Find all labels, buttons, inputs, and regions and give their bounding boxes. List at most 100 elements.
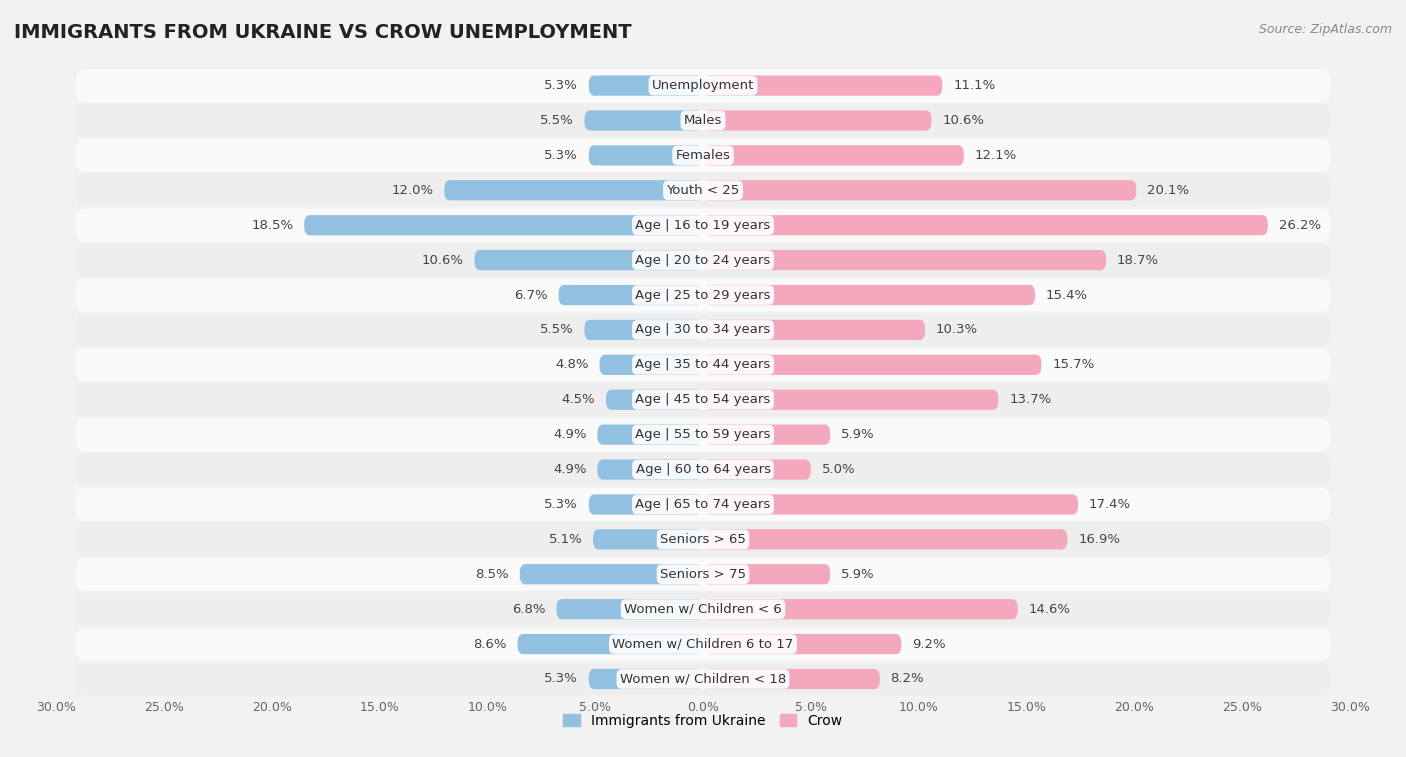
Text: 11.1%: 11.1%: [953, 79, 995, 92]
Text: 5.1%: 5.1%: [548, 533, 582, 546]
Text: 4.8%: 4.8%: [555, 358, 589, 372]
FancyBboxPatch shape: [589, 76, 703, 95]
Text: 10.6%: 10.6%: [422, 254, 464, 266]
FancyBboxPatch shape: [703, 669, 880, 689]
Text: 5.9%: 5.9%: [841, 568, 875, 581]
Text: 5.3%: 5.3%: [544, 498, 578, 511]
Text: Age | 20 to 24 years: Age | 20 to 24 years: [636, 254, 770, 266]
Text: 8.6%: 8.6%: [474, 637, 506, 650]
Text: Age | 25 to 29 years: Age | 25 to 29 years: [636, 288, 770, 301]
FancyBboxPatch shape: [703, 529, 1067, 550]
FancyBboxPatch shape: [76, 628, 1330, 661]
Text: 5.3%: 5.3%: [544, 149, 578, 162]
FancyBboxPatch shape: [606, 390, 703, 410]
FancyBboxPatch shape: [76, 383, 1330, 416]
Text: Women w/ Children 6 to 17: Women w/ Children 6 to 17: [613, 637, 793, 650]
Legend: Immigrants from Ukraine, Crow: Immigrants from Ukraine, Crow: [558, 709, 848, 734]
FancyBboxPatch shape: [703, 111, 932, 131]
Text: 8.2%: 8.2%: [890, 672, 924, 686]
Text: 15.7%: 15.7%: [1052, 358, 1094, 372]
Text: 18.5%: 18.5%: [252, 219, 294, 232]
Text: Females: Females: [675, 149, 731, 162]
FancyBboxPatch shape: [589, 669, 703, 689]
FancyBboxPatch shape: [76, 104, 1330, 137]
FancyBboxPatch shape: [76, 418, 1330, 451]
FancyBboxPatch shape: [703, 599, 1018, 619]
Text: Women w/ Children < 6: Women w/ Children < 6: [624, 603, 782, 615]
Text: Youth < 25: Youth < 25: [666, 184, 740, 197]
FancyBboxPatch shape: [76, 593, 1330, 625]
Text: Women w/ Children < 18: Women w/ Children < 18: [620, 672, 786, 686]
FancyBboxPatch shape: [76, 139, 1330, 172]
FancyBboxPatch shape: [76, 558, 1330, 590]
FancyBboxPatch shape: [585, 111, 703, 131]
FancyBboxPatch shape: [703, 145, 965, 166]
Text: 8.5%: 8.5%: [475, 568, 509, 581]
Text: 5.9%: 5.9%: [841, 428, 875, 441]
Text: 12.0%: 12.0%: [391, 184, 433, 197]
FancyBboxPatch shape: [76, 69, 1330, 102]
Text: Age | 65 to 74 years: Age | 65 to 74 years: [636, 498, 770, 511]
FancyBboxPatch shape: [703, 250, 1107, 270]
Text: Age | 45 to 54 years: Age | 45 to 54 years: [636, 393, 770, 407]
FancyBboxPatch shape: [703, 564, 830, 584]
Text: Age | 30 to 34 years: Age | 30 to 34 years: [636, 323, 770, 336]
FancyBboxPatch shape: [599, 355, 703, 375]
FancyBboxPatch shape: [76, 523, 1330, 556]
Text: 10.6%: 10.6%: [942, 114, 984, 127]
Text: 5.5%: 5.5%: [540, 114, 574, 127]
Text: 12.1%: 12.1%: [974, 149, 1017, 162]
Text: 6.7%: 6.7%: [515, 288, 548, 301]
FancyBboxPatch shape: [703, 285, 1035, 305]
FancyBboxPatch shape: [703, 494, 1078, 515]
Text: Unemployment: Unemployment: [652, 79, 754, 92]
Text: 4.9%: 4.9%: [553, 463, 586, 476]
FancyBboxPatch shape: [703, 355, 1042, 375]
FancyBboxPatch shape: [558, 285, 703, 305]
FancyBboxPatch shape: [76, 453, 1330, 486]
FancyBboxPatch shape: [703, 76, 942, 95]
FancyBboxPatch shape: [703, 425, 830, 445]
FancyBboxPatch shape: [557, 599, 703, 619]
FancyBboxPatch shape: [593, 529, 703, 550]
Text: 15.4%: 15.4%: [1046, 288, 1088, 301]
FancyBboxPatch shape: [76, 488, 1330, 521]
Text: Seniors > 65: Seniors > 65: [659, 533, 747, 546]
Text: 13.7%: 13.7%: [1010, 393, 1052, 407]
Text: Source: ZipAtlas.com: Source: ZipAtlas.com: [1258, 23, 1392, 36]
Text: Age | 60 to 64 years: Age | 60 to 64 years: [636, 463, 770, 476]
FancyBboxPatch shape: [474, 250, 703, 270]
FancyBboxPatch shape: [703, 634, 901, 654]
FancyBboxPatch shape: [703, 319, 925, 340]
Text: Seniors > 75: Seniors > 75: [659, 568, 747, 581]
FancyBboxPatch shape: [444, 180, 703, 201]
Text: 5.0%: 5.0%: [821, 463, 855, 476]
FancyBboxPatch shape: [76, 313, 1330, 347]
Text: Age | 55 to 59 years: Age | 55 to 59 years: [636, 428, 770, 441]
FancyBboxPatch shape: [598, 459, 703, 480]
FancyBboxPatch shape: [585, 319, 703, 340]
Text: 6.8%: 6.8%: [512, 603, 546, 615]
Text: 4.9%: 4.9%: [553, 428, 586, 441]
FancyBboxPatch shape: [76, 348, 1330, 382]
Text: 20.1%: 20.1%: [1147, 184, 1189, 197]
FancyBboxPatch shape: [703, 459, 811, 480]
Text: 5.3%: 5.3%: [544, 79, 578, 92]
Text: Age | 16 to 19 years: Age | 16 to 19 years: [636, 219, 770, 232]
FancyBboxPatch shape: [76, 662, 1330, 696]
Text: 16.9%: 16.9%: [1078, 533, 1121, 546]
FancyBboxPatch shape: [589, 494, 703, 515]
Text: 10.3%: 10.3%: [936, 323, 979, 336]
FancyBboxPatch shape: [304, 215, 703, 235]
Text: 4.5%: 4.5%: [561, 393, 595, 407]
FancyBboxPatch shape: [598, 425, 703, 445]
FancyBboxPatch shape: [589, 145, 703, 166]
Text: 5.5%: 5.5%: [540, 323, 574, 336]
FancyBboxPatch shape: [76, 244, 1330, 276]
Text: 18.7%: 18.7%: [1116, 254, 1159, 266]
FancyBboxPatch shape: [517, 634, 703, 654]
Text: 26.2%: 26.2%: [1278, 219, 1320, 232]
Text: 14.6%: 14.6%: [1029, 603, 1070, 615]
FancyBboxPatch shape: [703, 215, 1268, 235]
Text: 17.4%: 17.4%: [1088, 498, 1130, 511]
